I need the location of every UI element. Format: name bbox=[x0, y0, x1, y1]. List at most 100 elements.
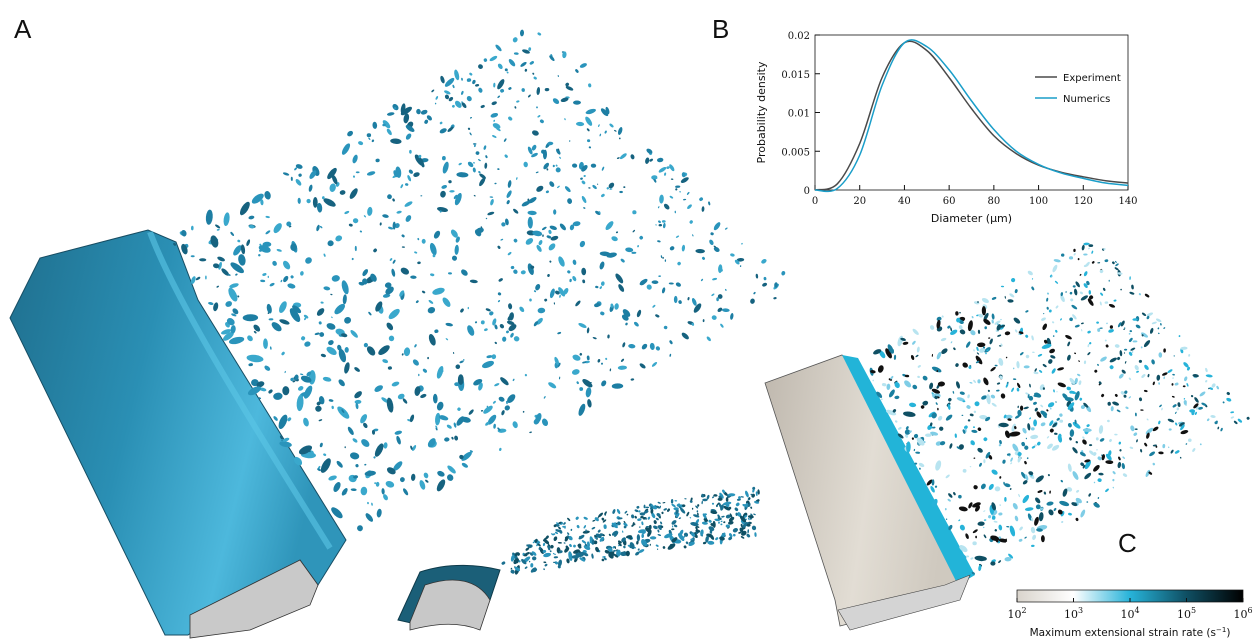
droplet bbox=[887, 344, 894, 354]
droplet bbox=[323, 253, 326, 257]
droplet bbox=[956, 381, 960, 389]
droplet bbox=[400, 267, 410, 275]
droplet bbox=[1144, 442, 1148, 447]
droplet bbox=[967, 320, 973, 332]
droplet bbox=[931, 412, 937, 419]
droplet bbox=[477, 159, 481, 162]
droplet bbox=[513, 238, 518, 243]
droplet bbox=[590, 163, 597, 168]
droplet bbox=[542, 542, 546, 547]
droplet bbox=[493, 119, 496, 122]
droplet bbox=[404, 201, 413, 207]
droplet bbox=[623, 525, 627, 529]
droplet bbox=[607, 547, 613, 552]
droplet bbox=[1075, 441, 1079, 444]
droplet bbox=[597, 359, 601, 363]
droplet bbox=[1194, 397, 1199, 403]
droplet bbox=[1024, 474, 1029, 481]
droplet bbox=[591, 553, 594, 559]
droplet bbox=[582, 361, 587, 364]
droplet bbox=[631, 251, 637, 254]
droplet bbox=[1086, 501, 1089, 503]
droplet bbox=[355, 402, 359, 410]
droplet bbox=[441, 184, 448, 189]
droplet bbox=[466, 78, 472, 82]
droplet bbox=[973, 301, 980, 305]
droplet bbox=[616, 508, 621, 515]
droplet bbox=[998, 524, 1003, 531]
droplet bbox=[190, 225, 194, 231]
droplet bbox=[1156, 374, 1161, 381]
droplet bbox=[934, 395, 938, 400]
droplet bbox=[1199, 391, 1206, 397]
droplet bbox=[1230, 411, 1235, 414]
droplet bbox=[531, 152, 538, 158]
droplet bbox=[331, 316, 333, 319]
droplet bbox=[732, 533, 736, 537]
droplet bbox=[304, 341, 311, 347]
droplet bbox=[636, 540, 639, 545]
droplet bbox=[1147, 373, 1150, 378]
droplet bbox=[318, 321, 322, 325]
droplet bbox=[578, 534, 585, 540]
droplet bbox=[1074, 391, 1080, 401]
droplet bbox=[548, 229, 552, 234]
droplet bbox=[1037, 441, 1041, 446]
droplet bbox=[365, 513, 374, 522]
droplet bbox=[904, 374, 910, 378]
droplet bbox=[490, 112, 499, 118]
droplet bbox=[1082, 428, 1092, 432]
droplet bbox=[248, 215, 255, 220]
droplet bbox=[1160, 323, 1162, 326]
droplet bbox=[669, 164, 675, 172]
droplet bbox=[603, 557, 607, 561]
droplet bbox=[591, 526, 596, 530]
droplet bbox=[703, 518, 708, 522]
droplet bbox=[1050, 355, 1056, 359]
droplet bbox=[886, 383, 891, 390]
droplet bbox=[533, 290, 537, 293]
droplet bbox=[353, 475, 359, 479]
droplet bbox=[655, 314, 660, 318]
droplet bbox=[1030, 427, 1035, 431]
droplet bbox=[1099, 327, 1103, 329]
droplet bbox=[263, 338, 268, 349]
droplet bbox=[292, 380, 296, 383]
droplet bbox=[327, 240, 334, 247]
droplet bbox=[487, 211, 495, 216]
droplet bbox=[679, 191, 681, 193]
droplet bbox=[1025, 392, 1029, 395]
droplet bbox=[1012, 378, 1017, 381]
droplet bbox=[1030, 517, 1034, 522]
droplet bbox=[1046, 297, 1049, 302]
droplet bbox=[295, 178, 302, 186]
droplet bbox=[1146, 418, 1149, 421]
droplet bbox=[713, 494, 718, 497]
droplet bbox=[720, 520, 723, 523]
droplet bbox=[991, 502, 996, 511]
droplet bbox=[569, 140, 571, 142]
droplet bbox=[1151, 321, 1157, 325]
droplet bbox=[1034, 392, 1042, 398]
droplet bbox=[354, 245, 357, 252]
droplet bbox=[747, 515, 754, 519]
droplet bbox=[1098, 425, 1104, 434]
droplet bbox=[1129, 291, 1135, 295]
droplet bbox=[367, 206, 373, 216]
droplet bbox=[403, 347, 411, 357]
droplet bbox=[1051, 368, 1056, 374]
droplet bbox=[1025, 310, 1029, 313]
droplet bbox=[711, 502, 715, 505]
droplet bbox=[738, 496, 741, 499]
droplet bbox=[1031, 335, 1034, 341]
droplet bbox=[657, 157, 664, 163]
droplet bbox=[576, 121, 585, 127]
droplet bbox=[709, 239, 714, 246]
droplet bbox=[1028, 471, 1034, 476]
droplet bbox=[1134, 365, 1139, 371]
droplet bbox=[598, 211, 601, 214]
droplet bbox=[601, 558, 605, 562]
droplet bbox=[695, 248, 705, 254]
droplet bbox=[1210, 415, 1216, 418]
droplet bbox=[740, 536, 745, 539]
